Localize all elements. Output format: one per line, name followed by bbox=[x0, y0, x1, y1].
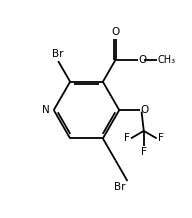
Text: O: O bbox=[139, 55, 147, 65]
Text: F: F bbox=[141, 147, 147, 157]
Text: N: N bbox=[42, 105, 50, 115]
Text: O: O bbox=[141, 105, 149, 115]
Text: Br: Br bbox=[114, 182, 126, 192]
Text: CH₃: CH₃ bbox=[158, 55, 176, 65]
Text: Br: Br bbox=[52, 49, 64, 59]
Text: F: F bbox=[158, 133, 164, 143]
Text: F: F bbox=[123, 133, 129, 143]
Text: O: O bbox=[111, 27, 120, 37]
